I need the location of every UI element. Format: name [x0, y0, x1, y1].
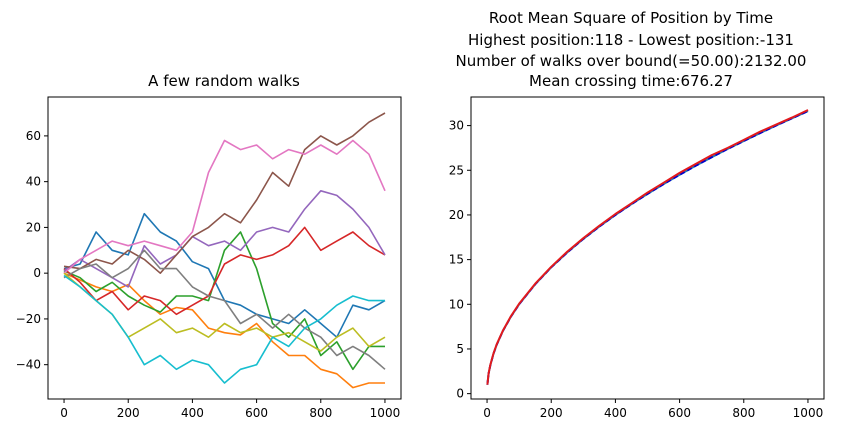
x-tick-label: 1000: [793, 406, 824, 420]
y-tick-label: 5: [456, 342, 464, 356]
y-tick-label: 30: [449, 119, 464, 133]
left-y-ticks: −40 −20 0 20 40 60: [16, 129, 48, 372]
y-tick-label: 20: [26, 220, 41, 234]
y-tick-label: 25: [449, 163, 464, 177]
right-series-group: [486, 109, 809, 385]
series-line-left-3: [63, 226, 386, 316]
series-line-left-2: [63, 231, 385, 371]
y-tick-label: 20: [449, 208, 464, 222]
x-tick-label: 400: [604, 406, 627, 420]
series-line-left-4: [63, 190, 386, 288]
right-plot-frame: [470, 96, 825, 400]
right-chart-title: Root Mean Square of Position by Time: [489, 9, 773, 27]
y-tick-label: 15: [449, 253, 464, 267]
x-tick-label: 200: [117, 406, 140, 420]
y-tick-label: 60: [26, 129, 41, 143]
series-line-right-1: [486, 110, 809, 385]
left-chart-title: A few random walks: [148, 72, 300, 90]
right-chart-subtitle-1: Highest position:118 - Lowest position:-…: [468, 31, 794, 49]
right-x-ticks: 0 200 400 600 800 1000: [483, 399, 823, 420]
right-chart-subtitle-3: Mean crossing time:676.27: [529, 72, 733, 90]
y-tick-label: 40: [26, 175, 41, 189]
series-line-left-1: [63, 272, 385, 389]
x-tick-label: 600: [668, 406, 691, 420]
series-line-left-7: [63, 249, 386, 370]
y-tick-label: −20: [16, 312, 41, 326]
series-line-left-9: [63, 274, 385, 384]
right-y-ticks: 0 5 10 15 20 25 30: [449, 119, 471, 401]
y-tick-label: 0: [33, 266, 41, 280]
right-chart-subtitle-2: Number of walks over bound(=50.00):2132.…: [456, 52, 807, 70]
series-line-right-0: [486, 110, 809, 385]
series-line-left-8: [63, 272, 386, 352]
y-tick-label: 10: [449, 297, 464, 311]
x-tick-label: 800: [309, 406, 332, 420]
left-subplot: A few random walks 0 200 400 600 800 1000 −40…: [16, 72, 402, 420]
x-tick-label: 0: [60, 406, 68, 420]
y-tick-label: −40: [16, 358, 41, 372]
left-series-group: [63, 112, 386, 389]
left-plot-frame: [47, 96, 402, 400]
y-tick-label: 0: [456, 387, 464, 401]
right-subplot: Root Mean Square of Position by Time Hig…: [449, 9, 825, 420]
x-tick-label: 1000: [370, 406, 401, 420]
x-tick-label: 600: [245, 406, 268, 420]
x-tick-label: 400: [181, 406, 204, 420]
series-line-left-6: [63, 139, 386, 274]
series-line-right-2: [486, 109, 809, 385]
x-tick-label: 800: [732, 406, 755, 420]
series-line-left-5: [63, 112, 386, 275]
left-x-ticks: 0 200 400 600 800 1000: [60, 399, 400, 420]
x-tick-label: 200: [540, 406, 563, 420]
x-tick-label: 0: [483, 406, 491, 420]
series-line-left-0: [63, 212, 386, 339]
